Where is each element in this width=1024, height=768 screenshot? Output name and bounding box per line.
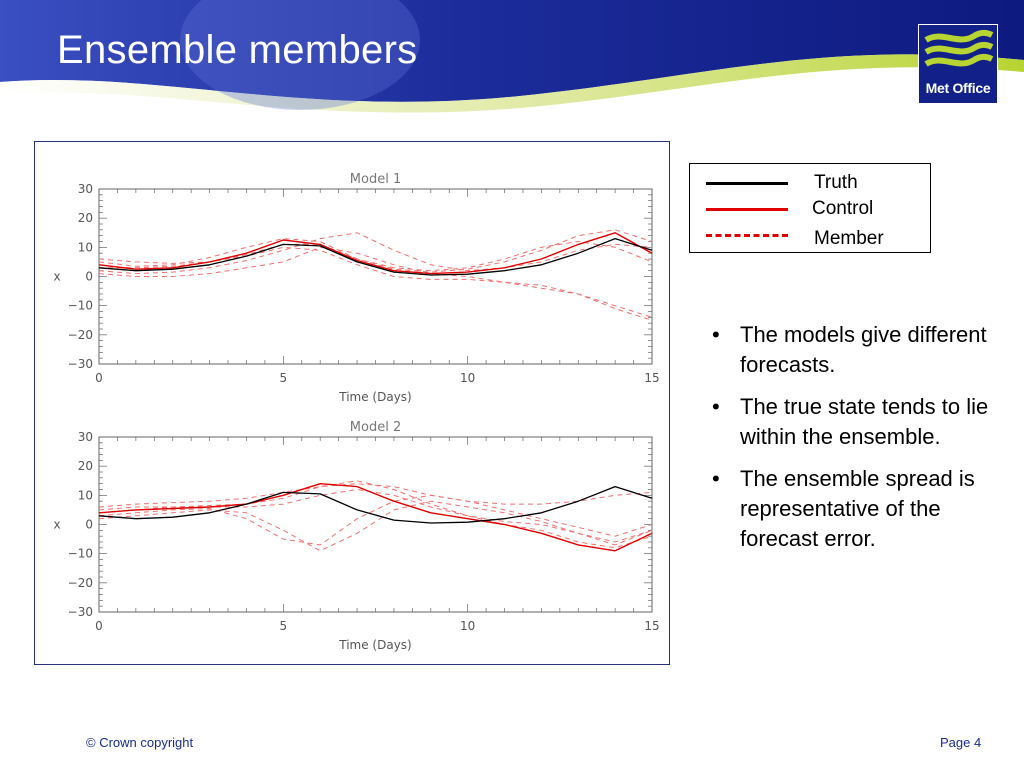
chart2-truth-line [98,485,653,524]
charts-svg: Model 1 0 5 10 15 30 20 10 0 −10 −20 −30 Time (Days)… [53,172,659,652]
chart1-y-tick-label: 30 [78,182,93,196]
chart1-x-tick-label: 15 [644,371,659,385]
chart2-x-tick-label: 5 [280,619,288,633]
slide-title: Ensemble members [57,28,418,72]
chart1-title: Model 1 [350,172,401,187]
chart2-y-tick-label: −20 [68,576,93,590]
chart2-member-line [98,483,653,508]
legend-swatch-control [706,208,788,211]
header-banner: Ensemble members Met Office [0,0,1024,120]
page-number: Page 4 [940,735,982,750]
chart2-title: Model 2 [350,420,401,435]
logo-text: Met Office [925,80,991,96]
met-office-logo: Met Office [918,24,998,104]
chart2-y-tick-label: 0 [85,518,93,532]
bullet-item: • The ensemble spread is representative o… [712,464,1002,554]
legend-swatch-truth [706,182,788,185]
chart1-plot-area [98,188,653,365]
chart1-member-line [99,241,653,272]
chart2-y-axis-label: x [53,518,60,532]
chart2-x-tick-label: 10 [460,619,475,633]
legend-label-truth: Truth [814,172,858,193]
chart1-member-line [98,246,653,318]
chart1-y-tick-label: −20 [68,328,93,342]
chart1-x-axis-label: Time (Days) [338,390,412,404]
chart2-y-tick-label: −10 [68,547,93,561]
chart1-y-tick-label: 0 [85,270,93,284]
chart2-member-line [98,480,653,549]
bullet-text: The true state tends to lie within the e… [740,394,989,449]
bullet-dot: • [712,394,720,419]
chart1-member-line [98,246,653,321]
chart2-y-tick-label: 20 [78,459,93,473]
bullet-item: • The true state tends to lie within the … [712,392,1002,452]
bullet-list: • The models give different forecasts. •… [712,320,1002,566]
chart1-y-tick-label: −30 [68,357,93,371]
chart1-y-tick-label: 10 [78,240,93,254]
chart1-member-line [98,232,653,275]
chart2-member-line [98,500,653,552]
legend-label-control: Control [812,198,874,219]
chart2-x-axis-label: Time (Days) [338,638,412,652]
chart1-y-tick-label: 20 [78,211,93,225]
header-background [0,0,1024,120]
legend-swatch-member [706,234,788,237]
copyright-text: © Crown copyright [86,735,194,750]
chart2-plot-area [98,436,653,613]
chart1-control-line [98,232,653,275]
chart1-truth-line [98,237,653,276]
bullet-item: • The models give different forecasts. [712,320,1002,380]
logo-icon [918,24,998,104]
chart2-y-tick-label: −30 [68,605,93,619]
chart1-member-line [98,229,653,273]
bullet-text: The models give different forecasts. [740,322,987,377]
bullet-dot: • [712,322,720,347]
bullet-text: The ensemble spread is representative of… [740,466,975,551]
chart2-control-line [98,483,653,552]
legend-item-truth: Truth [690,170,932,196]
chart2-x-tick-label: 0 [95,619,103,633]
chart-legend: Truth Control Member [689,163,931,253]
chart1-y-tick-label: −10 [68,299,93,313]
bullet-dot: • [712,466,720,491]
chart2-x-tick-label: 15 [644,619,659,633]
legend-item-control: Control [690,196,932,222]
chart2-y-tick-label: 10 [78,488,93,502]
chart2-member-line [98,494,653,546]
chart1-x-tick-label: 0 [95,371,103,385]
chart2-member-line [98,489,653,543]
legend-item-member: Member [690,222,932,249]
legend-label-member: Member [814,228,884,249]
chart1-y-axis-label: x [53,270,60,284]
chart-figure: Model 1 0 5 10 15 30 20 10 0 −10 −20 −30 Time (Days)… [34,141,670,665]
chart2-y-tick-label: 30 [78,430,93,444]
chart1-x-tick-label: 10 [460,371,475,385]
chart1-x-tick-label: 5 [280,371,288,385]
